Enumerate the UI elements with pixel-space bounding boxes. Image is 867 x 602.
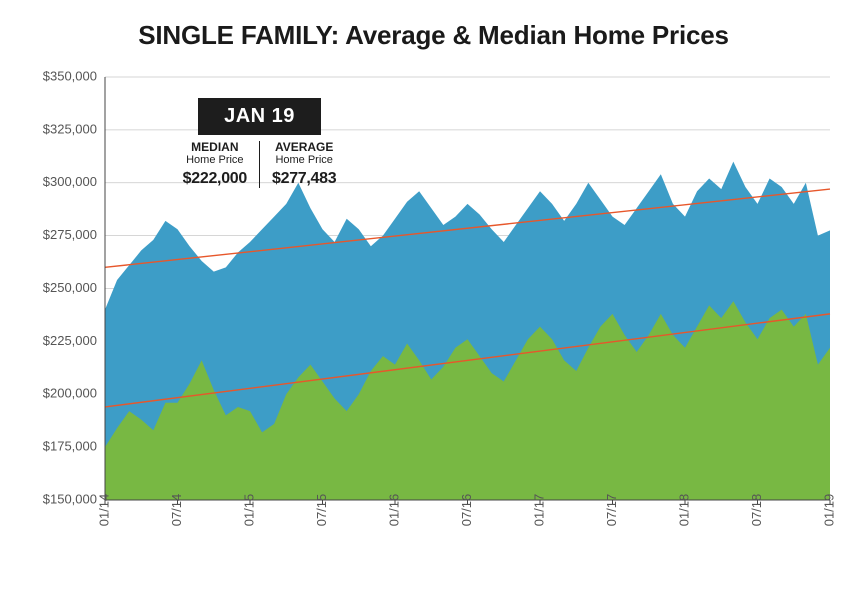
- y-axis-tick-label: $225,000: [43, 333, 97, 348]
- x-axis-tick-label: 07/16: [459, 494, 474, 527]
- y-axis-tick-label: $175,000: [43, 439, 97, 454]
- callout-median-column: MEDIAN Home Price $222,000: [171, 141, 259, 188]
- x-axis-tick-label: 07/14: [169, 494, 184, 527]
- y-axis-tick-label: $200,000: [43, 386, 97, 401]
- callout-average-heading: AVERAGE: [272, 141, 336, 154]
- x-axis-tick-label: 07/18: [749, 494, 764, 527]
- y-axis-tick-label: $300,000: [43, 174, 97, 189]
- chart-title: SINGLE FAMILY: Average & Median Home Pri…: [0, 20, 867, 51]
- callout-average-subheading: Home Price: [272, 154, 336, 166]
- y-axis-tick-label: $350,000: [43, 68, 97, 83]
- x-axis-tick-label: 01/19: [821, 494, 836, 527]
- y-axis-tick-label: $150,000: [43, 491, 97, 506]
- y-axis-labels: $150,000 $175,000 $200,000 $225,000 $250,000…: [43, 68, 97, 506]
- callout-average-value: $277,483: [272, 170, 336, 188]
- summary-callout: JAN 19 MEDIAN Home Price $222,000 AVERAG…: [157, 98, 362, 188]
- chart-plot: $150,000 $175,000 $200,000 $225,000 $250,000…: [30, 55, 838, 585]
- callout-median-heading: MEDIAN: [183, 141, 247, 154]
- callout-average-column: AVERAGE Home Price $277,483: [259, 141, 348, 188]
- x-axis-tick-label: 01/14: [96, 494, 111, 527]
- callout-badge: JAN 19: [198, 98, 321, 135]
- y-axis-tick-label: $325,000: [43, 121, 97, 136]
- y-axis-tick-label: $250,000: [43, 280, 97, 295]
- callout-median-value: $222,000: [183, 170, 247, 188]
- y-axis-tick-label: $275,000: [43, 227, 97, 242]
- callout-median-subheading: Home Price: [183, 154, 247, 166]
- x-axis-tick-label: 01/16: [386, 494, 401, 527]
- x-axis-tick-label: 01/18: [676, 494, 691, 527]
- x-axis-tick-label: 01/17: [531, 494, 546, 527]
- x-axis-tick-label: 07/17: [604, 494, 619, 527]
- callout-columns: MEDIAN Home Price $222,000 AVERAGE Home …: [157, 141, 362, 188]
- x-axis-tick-label: 07/15: [314, 494, 329, 527]
- area-series-group: [105, 162, 830, 500]
- x-axis-tick-label: 01/15: [241, 494, 256, 527]
- chart-card: SINGLE FAMILY: Average & Median Home Pri…: [0, 0, 867, 602]
